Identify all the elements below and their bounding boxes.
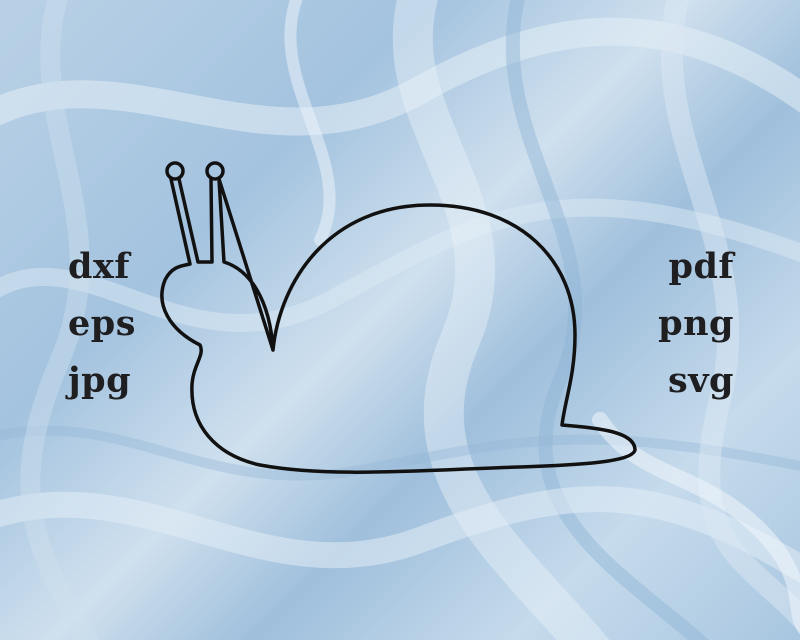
format-list-left: dxf eps jpg [68,238,136,409]
format-label-eps: eps [68,303,136,344]
format-label-pdf: pdf [668,246,734,287]
format-label-svg: svg [667,360,734,401]
format-label-png: png [658,303,734,344]
snail-body-path [160,177,637,474]
format-list-right: pdf png svg [658,238,734,409]
left-antenna-tip [165,161,185,181]
right-antenna-tip [205,161,225,181]
format-label-dxf: dxf [68,246,130,287]
format-label-jpg: jpg [68,360,132,401]
